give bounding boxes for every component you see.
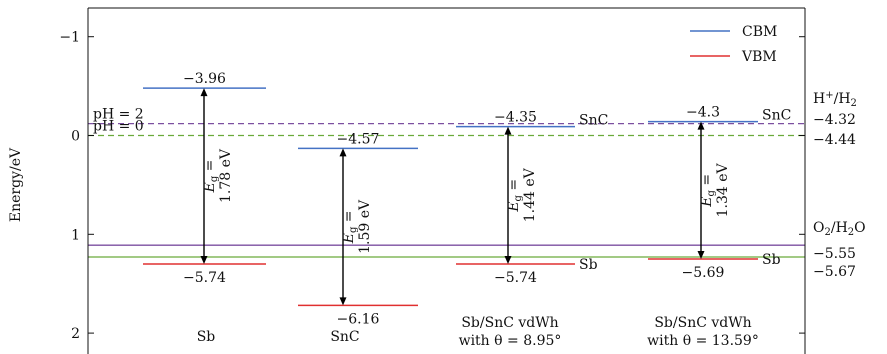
o-redox-label: O2/H2O [813, 220, 866, 238]
band-gap-arrowhead [339, 297, 347, 306]
vbm-value-label: −5.74 [494, 270, 537, 286]
band-gap-arrowhead [504, 126, 512, 135]
band-gap-arrowhead [697, 251, 705, 259]
y-axis-label: Energy/eV [8, 147, 24, 222]
cbm-value-label: −4.3 [686, 105, 720, 121]
band-gap-label-line1: Eg = [506, 179, 524, 213]
h-redox-value: −4.44 [813, 132, 856, 148]
band-gap-arrowhead [504, 255, 512, 264]
cbm-material-tag: SnC [762, 108, 791, 124]
reference-line-label: pH = 2 [93, 107, 144, 123]
band-gap-value: 1.78 eV [218, 148, 234, 203]
y-tick-label: 2 [71, 326, 80, 342]
cbm-value-label: −3.96 [183, 71, 226, 87]
band-gap-arrowhead [200, 88, 208, 97]
y-axis-group: −1 0 1 2 [59, 7, 806, 354]
vbm-material-tag: Sb [762, 252, 781, 268]
y-tick-label: −1 [59, 30, 80, 46]
legend-label: VBM [741, 49, 777, 65]
band-gap-label-line1: Eg = [341, 210, 359, 244]
o-redox-value: −5.55 [813, 246, 856, 262]
band-gap-label-line1: Eg = [699, 174, 717, 208]
cbm-material-tag: SnC [579, 113, 608, 129]
reference-line-label: pH = 0 [93, 119, 144, 135]
band-gap-arrowhead [339, 148, 347, 157]
band-gap-value: 1.59 eV [357, 199, 373, 254]
vbm-value-label: −6.16 [337, 311, 380, 327]
h-redox-label: H+/H2 [813, 90, 857, 109]
band-gap-arrowhead [200, 255, 208, 264]
redox-side-labels: H+/H2 −4.32 −4.44 O2/H2O −5.55 −5.67 [813, 90, 866, 280]
category-label: Sb [197, 329, 216, 345]
band-gap-label: Eg = 1.34 eV [699, 162, 731, 217]
band-gap-arrowhead [697, 121, 705, 130]
category-label: with θ = 8.95° [459, 333, 562, 349]
band-gap-label-line1: Eg = [202, 160, 220, 194]
h-redox-value: −4.32 [813, 112, 856, 128]
category-label: Sb/SnC vdWh [461, 315, 558, 331]
cbm-value-label: −4.35 [494, 110, 537, 126]
category-label: with θ = 13.59° [647, 333, 759, 349]
vbm-material-tag: Sb [579, 257, 598, 273]
vbm-value-label: −5.69 [682, 265, 725, 281]
legend: CBM VBM [690, 24, 777, 65]
band-gap-label: Eg = 1.78 eV [202, 148, 234, 203]
category-label: Sb/SnC vdWh [654, 315, 751, 331]
band-gap-value: 1.34 eV [715, 162, 731, 217]
legend-label: CBM [742, 24, 777, 40]
band-gap-label: Eg = 1.44 eV [506, 167, 538, 222]
o-redox-value: −5.67 [813, 264, 856, 280]
cbm-value-label: −4.57 [337, 131, 380, 147]
band-gap-label: Eg = 1.59 eV [341, 199, 373, 254]
category-label: SnC [330, 329, 359, 345]
band-gap-value: 1.44 eV [522, 167, 538, 222]
category-labels-group: Sb SnC Sb/SnC vdWh with θ = 8.95° Sb/SnC vdW… [197, 315, 759, 349]
y-tick-label: 1 [71, 227, 80, 243]
reference-lines-group: pH = 2pH = 0 [88, 107, 805, 258]
y-tick-label: 0 [71, 129, 80, 145]
vbm-value-label: −5.74 [183, 270, 226, 286]
